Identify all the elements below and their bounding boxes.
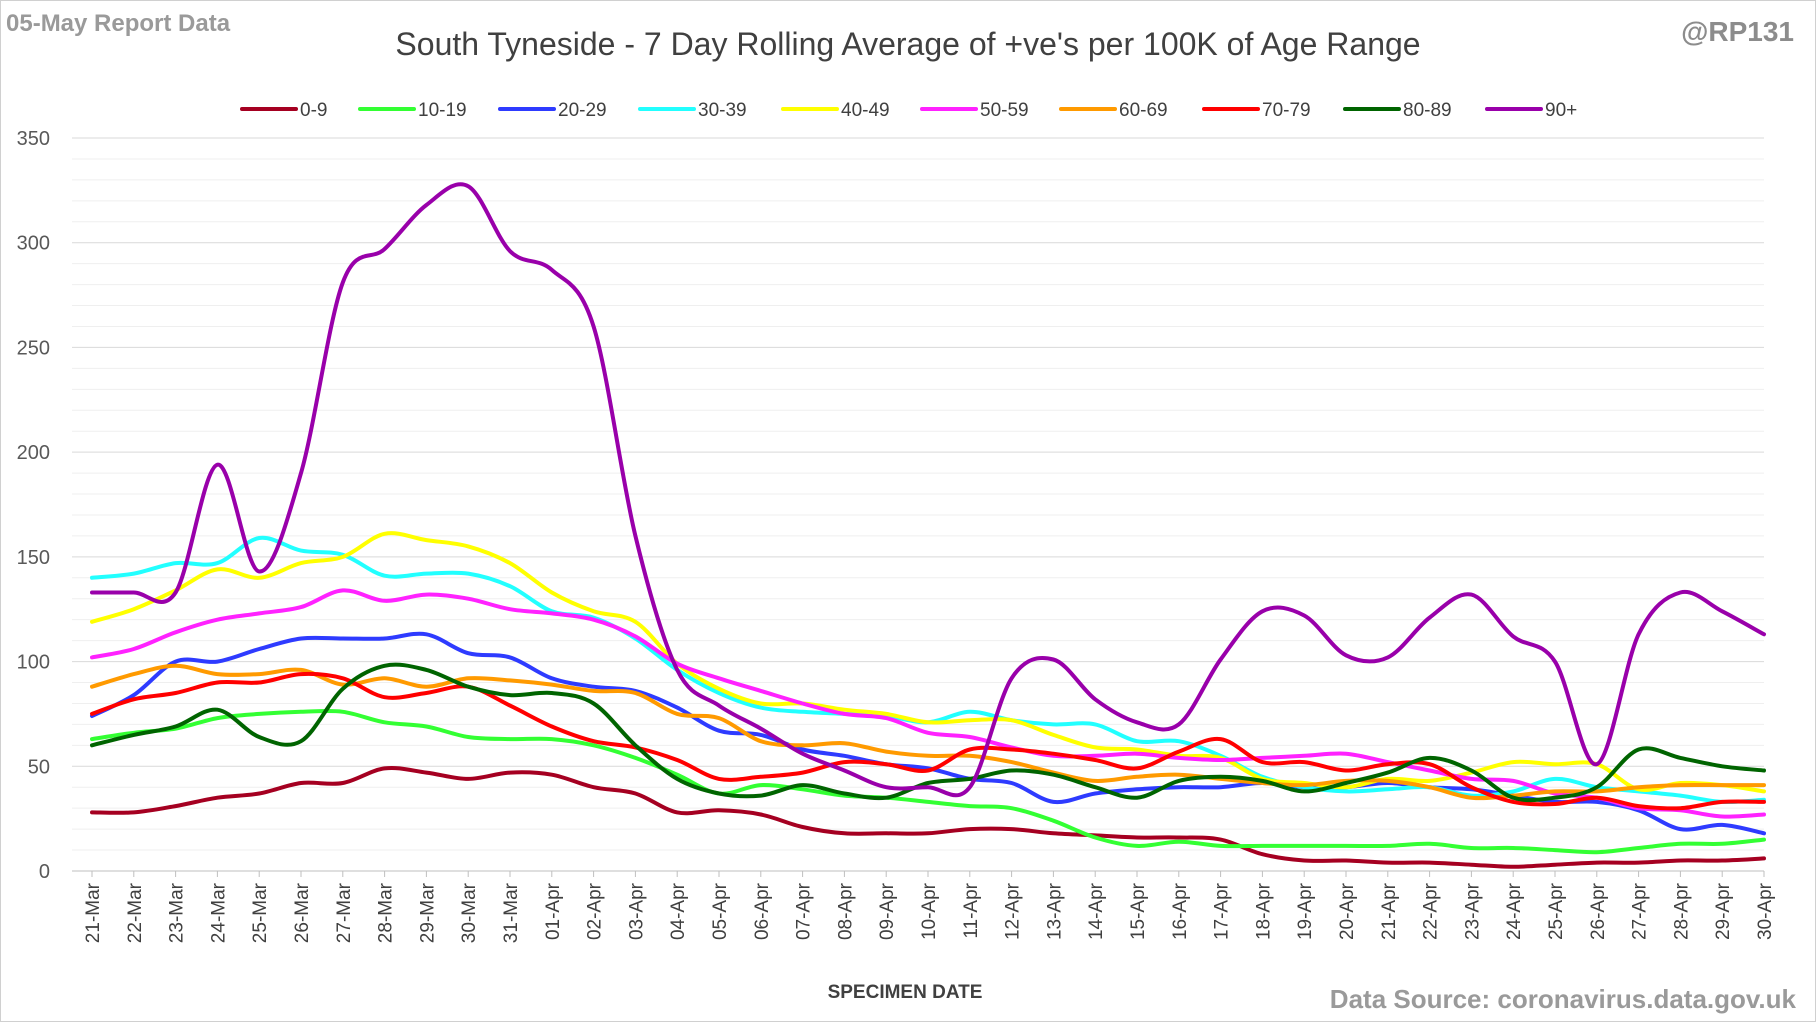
legend-label: 10-19 (418, 100, 467, 121)
author-handle: @RP131 (1681, 16, 1794, 47)
legend-label: 40-49 (841, 100, 890, 121)
x-tick-label: 22-Mar (125, 882, 146, 943)
y-tick-label: 250 (17, 337, 50, 359)
series-line-60-69 (90, 663, 1766, 801)
x-axis-ticks: 21-Mar 22-Mar 23-Mar 24-Mar 25-Mar 26-Mar 27-M… (83, 871, 1776, 943)
x-tick-label: 05-Apr (710, 882, 731, 940)
x-tick-label: 04-Apr (668, 882, 689, 940)
x-tick-label: 17-Apr (1212, 882, 1233, 940)
x-tick-label: 22-Apr (1421, 882, 1442, 940)
x-tick-label: 26-Apr (1588, 882, 1609, 940)
x-tick-label: 09-Apr (877, 882, 898, 940)
x-tick-label: 24-Mar (208, 882, 229, 943)
x-tick-label: 25-Apr (1546, 882, 1567, 940)
series-lines (90, 182, 1766, 869)
series-line-90plus (90, 182, 1766, 798)
y-tick-label: 200 (17, 442, 50, 464)
y-tick-label: 0 (39, 861, 50, 883)
legend-label: 50-59 (980, 100, 1029, 121)
x-tick-label: 24-Apr (1504, 882, 1525, 940)
x-tick-label: 27-Mar (334, 882, 355, 943)
y-tick-label: 50 (28, 756, 50, 778)
legend-label: 80-89 (1403, 100, 1452, 121)
x-tick-label: 31-Mar (501, 882, 522, 943)
x-tick-label: 21-Apr (1379, 882, 1400, 940)
y-tick-label: 350 (17, 128, 50, 150)
legend-label: 70-79 (1262, 100, 1311, 121)
series-line-70-79 (90, 671, 1766, 811)
x-tick-label: 10-Apr (919, 882, 940, 940)
legend-label: 0-9 (300, 100, 327, 121)
x-tick-label: 03-Apr (626, 882, 647, 940)
x-tick-label: 25-Mar (250, 882, 271, 943)
series-line-80-89 (90, 662, 1766, 803)
legend-label: 90+ (1545, 100, 1577, 121)
x-tick-label: 27-Apr (1630, 882, 1651, 940)
legend-label: 60-69 (1119, 100, 1168, 121)
x-tick-label: 11-Apr (961, 882, 982, 938)
y-axis-ticks: 0 50 100 150 200 250 300 350 (17, 128, 50, 883)
x-tick-label: 14-Apr (1086, 882, 1107, 940)
legend-label: 30-39 (698, 100, 747, 121)
x-tick-label: 23-Apr (1462, 882, 1483, 940)
x-tick-label: 20-Apr (1337, 882, 1358, 940)
x-tick-label: 12-Apr (1003, 882, 1024, 940)
y-tick-label: 100 (17, 652, 50, 674)
y-tick-label: 300 (17, 233, 50, 255)
x-tick-label: 29-Apr (1713, 882, 1734, 940)
x-axis-label: SPECIMEN DATE (828, 982, 983, 1003)
x-tick-label: 15-Apr (1128, 882, 1149, 940)
x-tick-label: 06-Apr (752, 882, 773, 940)
x-tick-label: 21-Mar (83, 882, 104, 943)
x-tick-label: 23-Mar (167, 882, 188, 943)
x-tick-label: 19-Apr (1295, 882, 1316, 940)
series-line-40-49 (90, 531, 1766, 794)
x-tick-label: 30-Mar (459, 882, 480, 943)
report-date-label: 05-May Report Data (6, 10, 231, 37)
x-tick-label: 28-Apr (1671, 882, 1692, 940)
series-line-0-9 (90, 765, 1766, 869)
x-tick-label: 13-Apr (1044, 882, 1065, 940)
legend-label: 20-29 (558, 100, 607, 121)
data-source-label: Data Source: coronavirus.data.gov.uk (1329, 984, 1796, 1014)
x-tick-label: 29-Mar (417, 882, 438, 943)
x-tick-label: 01-Apr (543, 882, 564, 940)
x-tick-label: 16-Apr (1170, 882, 1191, 940)
chart-title: South Tyneside - 7 Day Rolling Average o… (395, 26, 1421, 62)
y-tick-label: 150 (17, 547, 50, 569)
x-tick-label: 08-Apr (835, 882, 856, 940)
x-tick-label: 18-Apr (1253, 882, 1274, 940)
legend: 0-9 10-19 20-29 30-39 40-49 50-59 60-69 70-79 80… (240, 100, 1577, 121)
gridlines (72, 137, 1764, 872)
x-tick-label: 28-Mar (376, 882, 397, 943)
series-line-10-19 (90, 708, 1766, 855)
x-tick-label: 07-Apr (794, 882, 815, 940)
x-tick-label: 02-Apr (585, 882, 606, 940)
x-tick-label: 26-Mar (292, 882, 313, 943)
x-tick-label: 30-Apr (1755, 882, 1776, 940)
